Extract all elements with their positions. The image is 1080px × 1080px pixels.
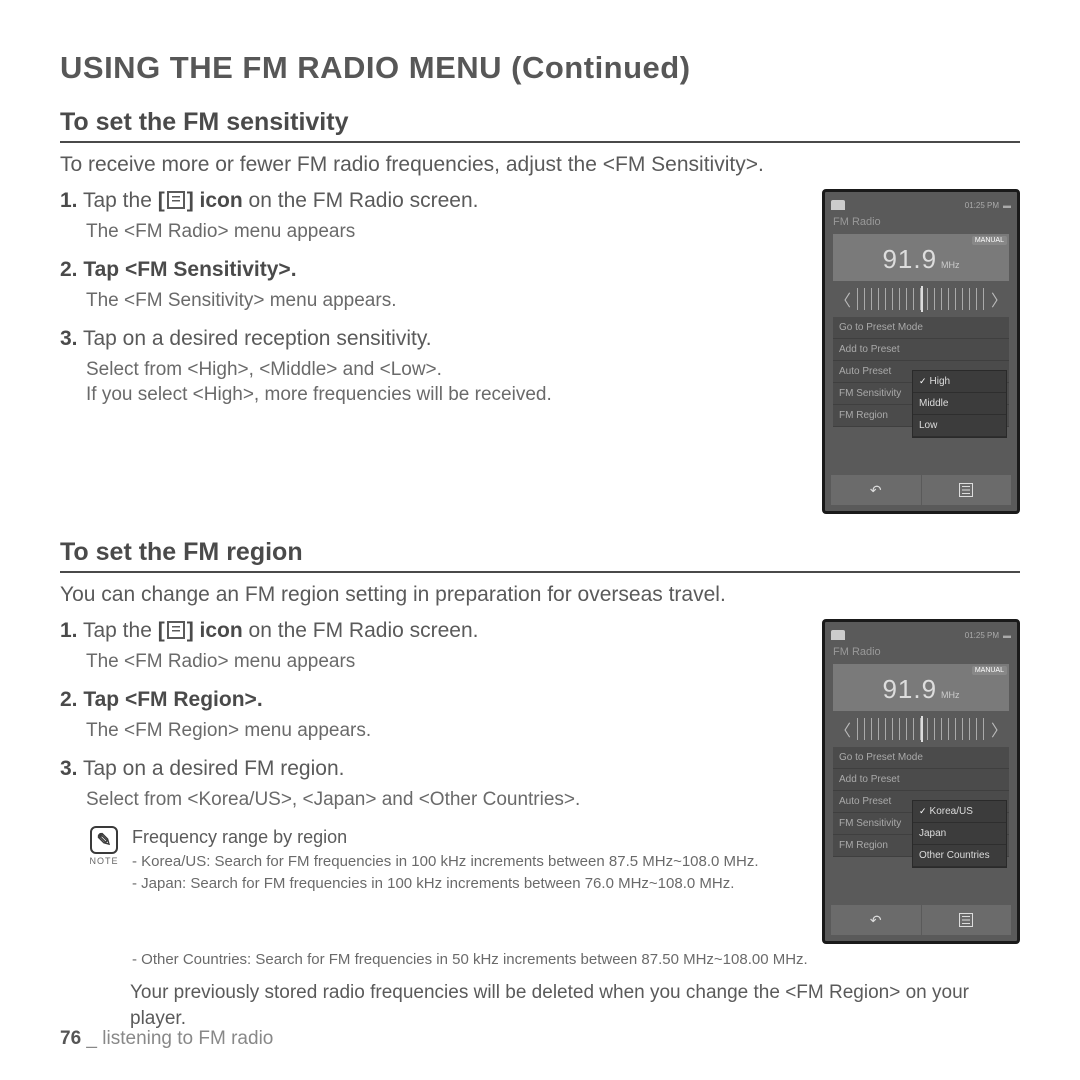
frequency-value: 91.9 (882, 244, 937, 275)
menu-item[interactable]: Go to Preset Mode (833, 747, 1009, 769)
submenu-item-middle[interactable]: Middle (913, 393, 1006, 415)
note-bullet: - Korea/US: Search for FM frequencies in… (132, 852, 759, 872)
radio-icon (831, 630, 845, 640)
br: [ (158, 189, 165, 212)
section-region-title: To set the FM region (60, 538, 1020, 573)
radio-icon (831, 200, 845, 210)
page-number: 76 (60, 1028, 81, 1049)
menu-item[interactable]: Go to Preset Mode (833, 317, 1009, 339)
menu-button[interactable] (922, 905, 1012, 935)
device-screenshot-region: 01:25 PM ▬ FM Radio MANUAL 91.9 MHz 〈 〉 G… (822, 619, 1020, 944)
num: 3. (60, 327, 78, 350)
txt2: on the FM Radio screen. (243, 619, 479, 642)
submenu-item-koreaus[interactable]: Korea/US (913, 801, 1006, 823)
device-bottom-bar: ↶ (831, 905, 1011, 935)
menu-icon (167, 191, 185, 209)
manual-tag: MANUAL (972, 666, 1007, 675)
submenu-item-high[interactable]: High (913, 371, 1006, 393)
submenu-item-japan[interactable]: Japan (913, 823, 1006, 845)
note-bullet: - Other Countries: Search for FM frequen… (60, 950, 1020, 970)
txt: Tap <FM Region>. (83, 688, 262, 711)
s2-step3-sub: Select from <Korea/US>, <Japan> and <Oth… (60, 787, 802, 812)
s1-step3-sub: Select from <High>, <Middle> and <Low>. … (60, 357, 802, 407)
s1-step1: 1. Tap the [ ] icon on the FM Radio scree… (60, 189, 802, 213)
menu-item[interactable]: Add to Preset (833, 339, 1009, 361)
time: 01:25 PM (965, 631, 999, 640)
num: 1. (60, 189, 78, 212)
section-sensitivity-intro: To receive more or fewer FM radio freque… (60, 153, 1020, 177)
submenu-item-other[interactable]: Other Countries (913, 845, 1006, 867)
chevron-left-icon[interactable]: 〈 (835, 717, 851, 741)
frequency-value: 91.9 (882, 674, 937, 705)
s2-step3: 3. Tap on a desired FM region. (60, 757, 802, 781)
status-bar: 01:25 PM ▬ (831, 198, 1011, 212)
txt: Tap on a desired FM region. (83, 757, 344, 780)
s2-step1-sub: The <FM Radio> menu appears (60, 649, 802, 674)
page-footer: 76 _ listening to FM radio (60, 1028, 273, 1050)
submenu-item-low[interactable]: Low (913, 415, 1006, 437)
sep: _ (86, 1028, 97, 1049)
dial-scale[interactable] (857, 718, 985, 740)
chevron-right-icon[interactable]: 〉 (991, 717, 1007, 741)
s1-step2: 2. Tap <FM Sensitivity>. (60, 258, 802, 282)
num: 2. (60, 688, 78, 711)
menu-icon (959, 483, 973, 497)
back-button[interactable]: ↶ (831, 905, 922, 935)
note-bullet: - Japan: Search for FM frequencies in 10… (132, 874, 759, 894)
num: 3. (60, 757, 78, 780)
device-screenshot-sensitivity: 01:25 PM ▬ FM Radio MANUAL 91.9 MHz 〈 〉 G… (822, 189, 1020, 514)
chevron-left-icon[interactable]: 〈 (835, 287, 851, 311)
s1-step3: 3. Tap on a desired reception sensitivit… (60, 327, 802, 351)
tuning-dial[interactable]: 〈 〉 (835, 717, 1007, 741)
region-submenu: Korea/US Japan Other Countries (912, 800, 1007, 868)
status-bar: 01:25 PM ▬ (831, 628, 1011, 642)
txt: Tap <FM Sensitivity>. (83, 258, 296, 281)
menu-item[interactable]: Add to Preset (833, 769, 1009, 791)
br2: ] icon (187, 189, 243, 212)
device-header: FM Radio (833, 216, 1011, 228)
num: 1. (60, 619, 78, 642)
menu-icon (167, 621, 185, 639)
after-note-text: Your previously stored radio frequencies… (60, 980, 1020, 1031)
tuning-dial[interactable]: 〈 〉 (835, 287, 1007, 311)
br: [ (158, 619, 165, 642)
note-badge: ✎ NOTE (86, 826, 122, 894)
battery-icon: ▬ (1003, 201, 1011, 210)
chevron-right-icon[interactable]: 〉 (991, 287, 1007, 311)
txt: Tap on a desired reception sensitivity. (83, 327, 432, 350)
s2-step1: 1. Tap the [ ] icon on the FM Radio scree… (60, 619, 802, 643)
menu-icon (959, 913, 973, 927)
s2-step2: 2. Tap <FM Region>. (60, 688, 802, 712)
txt: Tap the (83, 189, 158, 212)
back-button[interactable]: ↶ (831, 475, 922, 505)
menu-button[interactable] (922, 475, 1012, 505)
s1-step1-sub: The <FM Radio> menu appears (60, 219, 802, 244)
s1-step2-sub: The <FM Sensitivity> menu appears. (60, 288, 802, 313)
note-title: Frequency range by region (132, 826, 759, 849)
txt2: on the FM Radio screen. (243, 189, 479, 212)
note-icon: ✎ (90, 826, 118, 854)
txt: Tap the (83, 619, 158, 642)
sensitivity-submenu: High Middle Low (912, 370, 1007, 438)
manual-tag: MANUAL (972, 236, 1007, 245)
time: 01:25 PM (965, 201, 999, 210)
section-sensitivity-title: To set the FM sensitivity (60, 108, 1020, 143)
s2-step2-sub: The <FM Region> menu appears. (60, 718, 802, 743)
chapter-name: listening to FM radio (102, 1028, 273, 1049)
device-header: FM Radio (833, 646, 1011, 658)
battery-icon: ▬ (1003, 631, 1011, 640)
note-label: NOTE (89, 856, 118, 866)
br2: ] icon (187, 619, 243, 642)
dial-scale[interactable] (857, 288, 985, 310)
num: 2. (60, 258, 78, 281)
page-title: USING THE FM RADIO MENU (Continued) (60, 50, 1020, 86)
device-bottom-bar: ↶ (831, 475, 1011, 505)
section-region-intro: You can change an FM region setting in p… (60, 583, 1020, 607)
frequency-unit: MHz (941, 690, 960, 700)
frequency-unit: MHz (941, 260, 960, 270)
